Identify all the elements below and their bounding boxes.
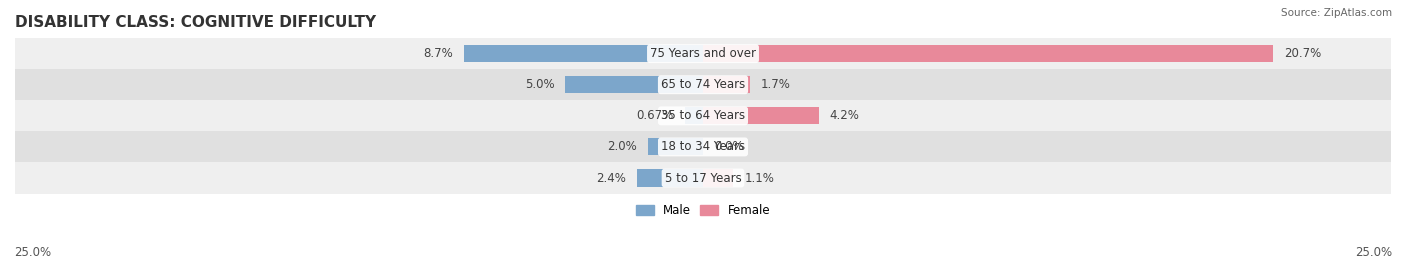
Text: 1.1%: 1.1% [744,171,775,184]
Bar [15,163,1391,194]
Bar [464,45,703,62]
Text: 1.7%: 1.7% [761,78,790,91]
Bar [637,170,703,187]
Bar [703,107,818,124]
Text: 4.2%: 4.2% [830,109,859,122]
Text: 0.67%: 0.67% [637,109,673,122]
Bar [648,139,703,156]
Text: 8.7%: 8.7% [423,47,453,60]
Text: Source: ZipAtlas.com: Source: ZipAtlas.com [1281,8,1392,18]
Text: 20.7%: 20.7% [1284,47,1320,60]
Text: 5.0%: 5.0% [524,78,554,91]
Bar [15,38,1391,69]
Bar [565,76,703,93]
Text: DISABILITY CLASS: COGNITIVE DIFFICULTY: DISABILITY CLASS: COGNITIVE DIFFICULTY [15,15,377,30]
Bar [703,170,734,187]
Bar [15,131,1391,163]
Text: 0.0%: 0.0% [714,140,744,153]
Text: 25.0%: 25.0% [14,246,51,259]
Text: 5 to 17 Years: 5 to 17 Years [665,171,741,184]
Bar [703,45,1272,62]
Text: 25.0%: 25.0% [1355,246,1392,259]
Text: 18 to 34 Years: 18 to 34 Years [661,140,745,153]
Text: 35 to 64 Years: 35 to 64 Years [661,109,745,122]
Bar [15,69,1391,100]
Text: 65 to 74 Years: 65 to 74 Years [661,78,745,91]
Legend: Male, Female: Male, Female [631,200,775,222]
Bar [703,76,749,93]
Text: 2.4%: 2.4% [596,171,626,184]
Bar [15,100,1391,131]
Bar [685,107,703,124]
Text: 2.0%: 2.0% [607,140,637,153]
Text: 75 Years and over: 75 Years and over [650,47,756,60]
